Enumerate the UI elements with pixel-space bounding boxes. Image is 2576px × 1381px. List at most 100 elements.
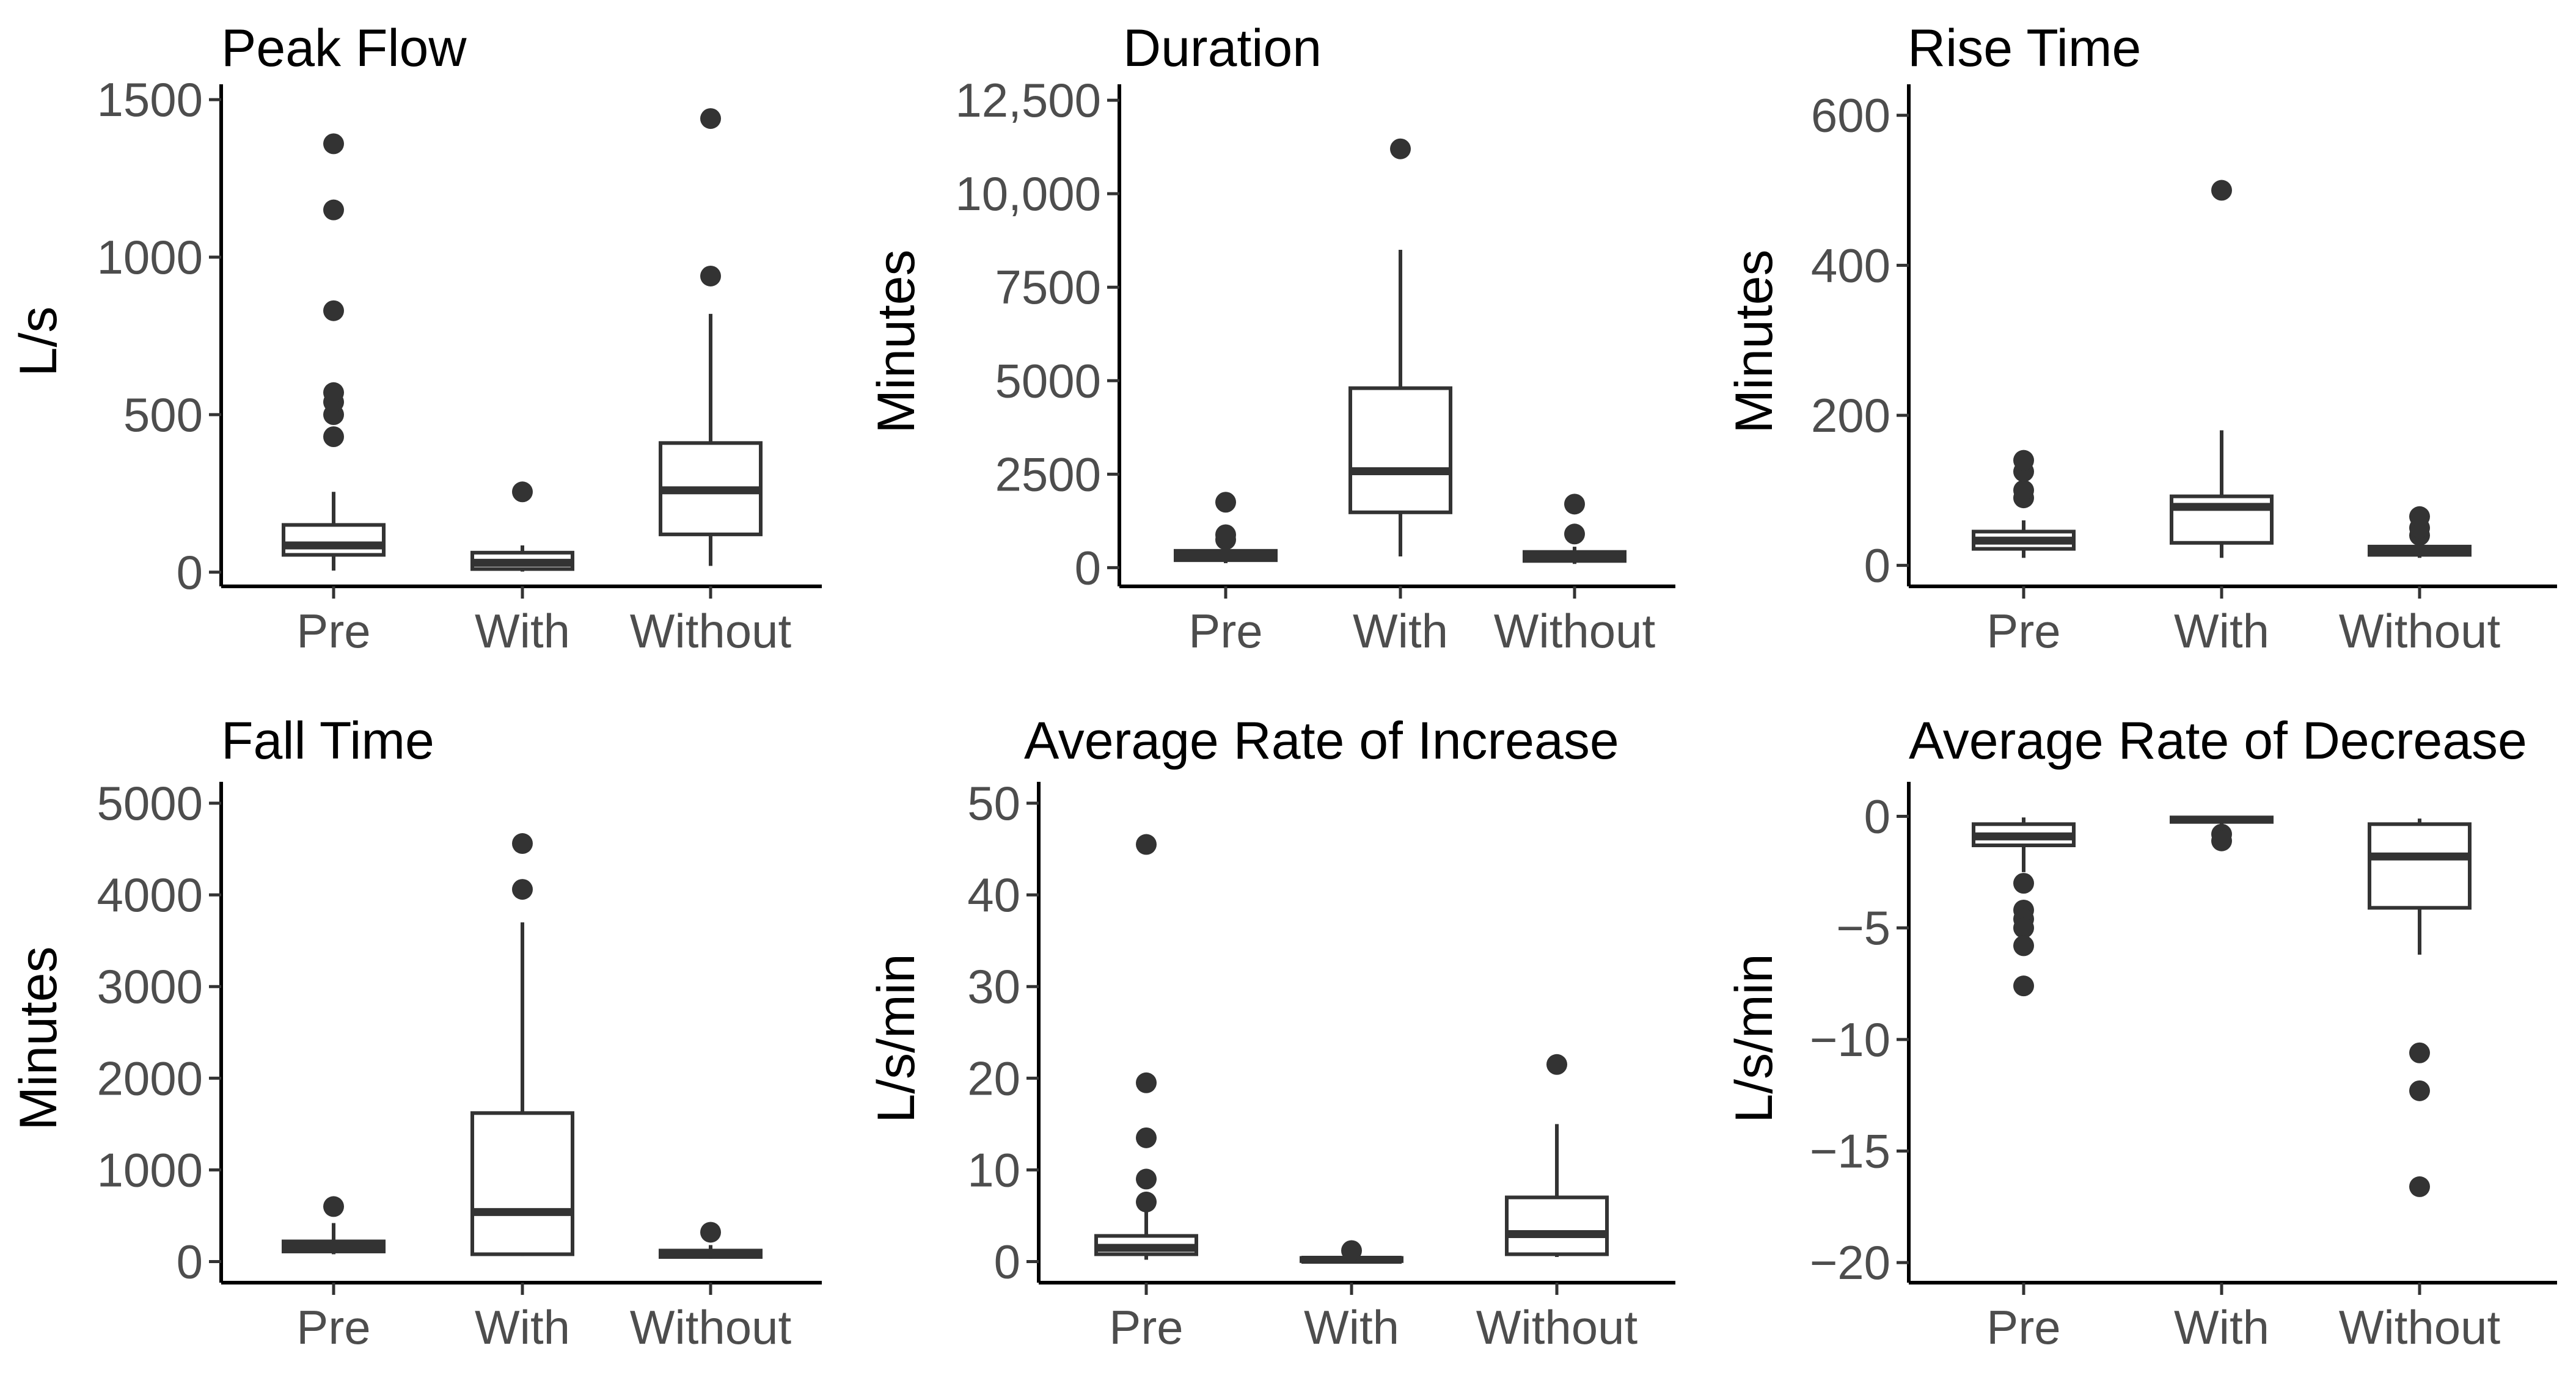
y-tick-label: 2000 <box>97 1051 203 1105</box>
y-tick-label: −5 <box>1836 901 1890 955</box>
box-without <box>1523 494 1626 564</box>
outlier-point <box>1136 1191 1157 1212</box>
outlier-point <box>2409 1042 2430 1063</box>
y-tick-label: 0 <box>1864 539 1890 592</box>
outlier-point <box>512 879 533 900</box>
y-tick-label: 10 <box>967 1143 1020 1197</box>
y-tick-label: 0 <box>1075 541 1101 594</box>
outlier-point <box>2013 917 2034 939</box>
outlier-point <box>1564 523 1585 545</box>
y-axis-label: L/s/min <box>1725 953 1784 1123</box>
y-axis-label: L/s/min <box>867 953 926 1123</box>
x-tick-label: Without <box>2339 604 2501 658</box>
outlier-point <box>2013 873 2034 894</box>
outlier-point <box>1564 494 1585 515</box>
y-tick-label: 1500 <box>97 73 203 126</box>
y-tick-label: 10,000 <box>955 167 1101 220</box>
outlier-point <box>1136 1168 1157 1190</box>
y-tick-label: 4000 <box>97 868 203 922</box>
box-without <box>1505 1054 1609 1257</box>
x-tick-label: Without <box>2339 1300 2501 1354</box>
outlier-point <box>323 1196 344 1217</box>
panel-5: Average Rate of Increase L/s/min 0 10 20 30 40… <box>867 712 1675 1354</box>
iqr-box <box>1505 1195 1609 1256</box>
box-with <box>470 833 574 1256</box>
outlier-point <box>2211 180 2232 201</box>
box-pre <box>1174 492 1278 564</box>
outlier-point <box>1390 138 1411 159</box>
outlier-point <box>1546 1054 1567 1075</box>
y-tick-label: 30 <box>967 960 1020 1013</box>
y-tick-label: 2500 <box>995 447 1101 501</box>
y-tick-label: 5000 <box>995 354 1101 407</box>
panel-1: Peak Flow L/s 0 500 1000 1500 Pre With Without <box>9 19 822 658</box>
outlier-point <box>2013 935 2034 956</box>
x-tick-label: Pre <box>1986 604 2060 658</box>
y-tick-label: −10 <box>1810 1013 1890 1066</box>
outlier-point <box>700 265 721 286</box>
outlier-point <box>512 833 533 854</box>
panel-title: Fall Time <box>221 712 434 770</box>
x-tick-label: With <box>1353 604 1448 658</box>
y-tick-label: 400 <box>1811 238 1890 292</box>
outlier-point <box>700 108 721 129</box>
panel-6: Average Rate of Decrease L/s/min −20 −15 −10… <box>1725 712 2557 1354</box>
box-without <box>2368 506 2472 558</box>
y-tick-label: −15 <box>1810 1124 1890 1178</box>
y-axis-label: Minutes <box>867 249 926 433</box>
x-tick-label: With <box>475 604 570 658</box>
box-pre <box>282 133 386 571</box>
y-tick-label: 600 <box>1811 89 1890 142</box>
panel-title: Rise Time <box>1908 19 2141 78</box>
iqr-box <box>282 523 386 557</box>
outlier-point <box>512 481 533 503</box>
iqr-box <box>1348 386 1452 514</box>
outlier-point <box>2409 1176 2430 1197</box>
outlier-point <box>2211 830 2232 851</box>
iqr-box <box>470 1111 574 1256</box>
box-with <box>2170 180 2274 558</box>
x-tick-label: With <box>475 1300 570 1354</box>
outlier-point <box>1136 834 1157 855</box>
outlier-point <box>2013 975 2034 997</box>
y-tick-label: 12,500 <box>955 73 1101 127</box>
outlier-point <box>323 300 344 321</box>
panel-title: Average Rate of Decrease <box>1909 712 2527 770</box>
x-tick-label: Without <box>1494 604 1656 658</box>
x-tick-label: Without <box>1476 1300 1638 1354</box>
y-tick-label: 500 <box>123 388 203 442</box>
y-tick-label: 1000 <box>97 230 203 284</box>
box-with <box>2170 815 2274 851</box>
x-tick-label: Pre <box>296 604 370 658</box>
panel-4: Fall Time Minutes 0 1000 2000 3000 4000 5000 Pre… <box>9 712 822 1354</box>
panel-3: Rise Time Minutes 0 200 400 600 Pre With Without <box>1725 19 2557 658</box>
y-tick-label: 0 <box>177 1234 203 1288</box>
x-tick-label: With <box>1304 1300 1399 1354</box>
outlier-point <box>1215 524 1236 545</box>
outlier-point <box>1215 492 1236 513</box>
box-pre <box>1972 817 2076 997</box>
x-tick-label: Without <box>630 604 792 658</box>
outlier-point <box>2409 1080 2430 1101</box>
box-pre <box>1094 834 1198 1260</box>
outlier-point <box>1136 1072 1157 1093</box>
panel-title: Peak Flow <box>221 19 467 78</box>
x-tick-label: With <box>2174 1300 2269 1354</box>
outlier-point <box>1341 1240 1362 1261</box>
outlier-point <box>700 1222 721 1243</box>
y-axis-label: Minutes <box>1725 249 1784 433</box>
box-with <box>1300 1240 1403 1264</box>
y-tick-label: 200 <box>1811 388 1890 442</box>
y-tick-label: 0 <box>1864 790 1890 844</box>
y-tick-label: −20 <box>1810 1236 1890 1289</box>
box-with <box>470 481 574 572</box>
x-tick-label: Pre <box>1188 604 1262 658</box>
panel-title: Duration <box>1123 19 1322 78</box>
panel-title: Average Rate of Increase <box>1024 712 1619 770</box>
outlier-point <box>323 133 344 155</box>
y-tick-label: 0 <box>994 1234 1020 1288</box>
outlier-point <box>2013 479 2034 501</box>
y-tick-label: 1000 <box>97 1143 203 1197</box>
outlier-point <box>2409 506 2430 527</box>
